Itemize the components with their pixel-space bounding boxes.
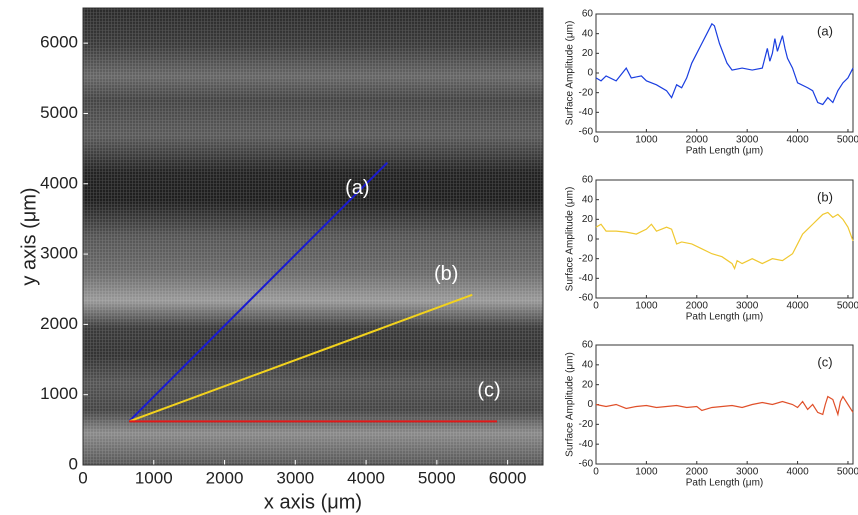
x-tick-label: 2000 — [686, 135, 709, 146]
annotation: (c) — [817, 354, 832, 369]
y-tick-label: 40 — [582, 28, 594, 39]
x-tick-label: 3000 — [736, 467, 759, 478]
y-axis-label: y axis (μm) — [18, 187, 40, 285]
y-tick-label: -60 — [579, 459, 594, 470]
x-axis-label: x axis (μm) — [264, 491, 362, 513]
x-tick-label: 3000 — [736, 135, 759, 146]
x-tick-label: 2000 — [686, 467, 709, 478]
series-line — [128, 161, 389, 423]
x-tick-label: 5000 — [418, 468, 456, 487]
line-label: (c) — [477, 380, 500, 402]
x-axis-label: Path Length (μm) — [686, 478, 763, 489]
plot-frame — [595, 179, 854, 299]
y-tick-label: -60 — [579, 127, 594, 138]
y-tick-label: 40 — [582, 359, 594, 370]
y-tick-label: -60 — [579, 293, 594, 304]
y-tick-label: 6000 — [40, 33, 78, 52]
y-tick-label: 1000 — [40, 384, 78, 403]
x-axis-label: Path Length (μm) — [686, 146, 763, 157]
y-tick-label: 3000 — [40, 244, 78, 263]
x-tick-label: 3000 — [276, 468, 314, 487]
series-line — [595, 22, 854, 106]
line-label: (a) — [345, 177, 369, 199]
x-tick-label: 4000 — [347, 468, 385, 487]
x-tick-label: 5000 — [837, 467, 858, 478]
x-tick-label: 5000 — [837, 301, 858, 312]
x-tick-label: 0 — [78, 468, 87, 487]
x-tick-label: 1000 — [635, 301, 658, 312]
x-tick-label: 0 — [593, 301, 599, 312]
y-tick-label: -40 — [579, 273, 594, 284]
x-axis-label: Path Length (μm) — [686, 312, 763, 323]
x-tick-label: 0 — [593, 135, 599, 146]
y-tick-label: 40 — [582, 194, 594, 205]
y-tick-label: 0 — [587, 68, 593, 79]
y-tick-label: -20 — [579, 419, 594, 430]
y-tick-label: 60 — [582, 340, 594, 351]
y-tick-label: -40 — [579, 439, 594, 450]
y-tick-label: -40 — [579, 107, 594, 118]
y-axis-label: Surface Amplitude (μm) — [565, 187, 576, 292]
annotation: (b) — [817, 189, 833, 204]
y-tick-label: -20 — [579, 253, 594, 264]
x-tick-label: 5000 — [837, 135, 858, 146]
x-tick-label: 4000 — [786, 301, 809, 312]
x-tick-label: 3000 — [736, 301, 759, 312]
x-tick-label: 1000 — [635, 135, 658, 146]
y-tick-label: 0 — [587, 399, 593, 410]
x-tick-label: 2000 — [206, 468, 244, 487]
series-line — [595, 211, 854, 271]
x-tick-label: 4000 — [786, 135, 809, 146]
y-tick-label: 0 — [69, 454, 78, 473]
y-tick-label: 20 — [582, 48, 594, 59]
y-tick-label: 0 — [587, 234, 593, 245]
series-line — [128, 293, 473, 423]
x-tick-label: 1000 — [135, 468, 173, 487]
y-tick-label: 2000 — [40, 314, 78, 333]
x-tick-label: 0 — [593, 467, 599, 478]
y-tick-label: 20 — [582, 214, 594, 225]
y-axis-label: Surface Amplitude (μm) — [565, 352, 576, 457]
y-axis-label: Surface Amplitude (μm) — [565, 21, 576, 126]
y-tick-label: 60 — [582, 9, 594, 20]
x-tick-label: 6000 — [489, 468, 527, 487]
plot-frame — [595, 344, 854, 465]
y-tick-label: 5000 — [40, 103, 78, 122]
plot-frame — [595, 13, 854, 133]
x-tick-label: 4000 — [786, 467, 809, 478]
y-tick-label: -20 — [579, 87, 594, 98]
annotation: (a) — [817, 23, 833, 38]
series-line — [595, 395, 854, 417]
y-tick-label: 4000 — [40, 173, 78, 192]
y-tick-label: 20 — [582, 379, 594, 390]
line-label: (b) — [434, 263, 458, 285]
x-tick-label: 2000 — [686, 301, 709, 312]
plot-frame — [82, 7, 544, 466]
y-tick-label: 60 — [582, 175, 594, 186]
x-tick-label: 1000 — [635, 467, 658, 478]
